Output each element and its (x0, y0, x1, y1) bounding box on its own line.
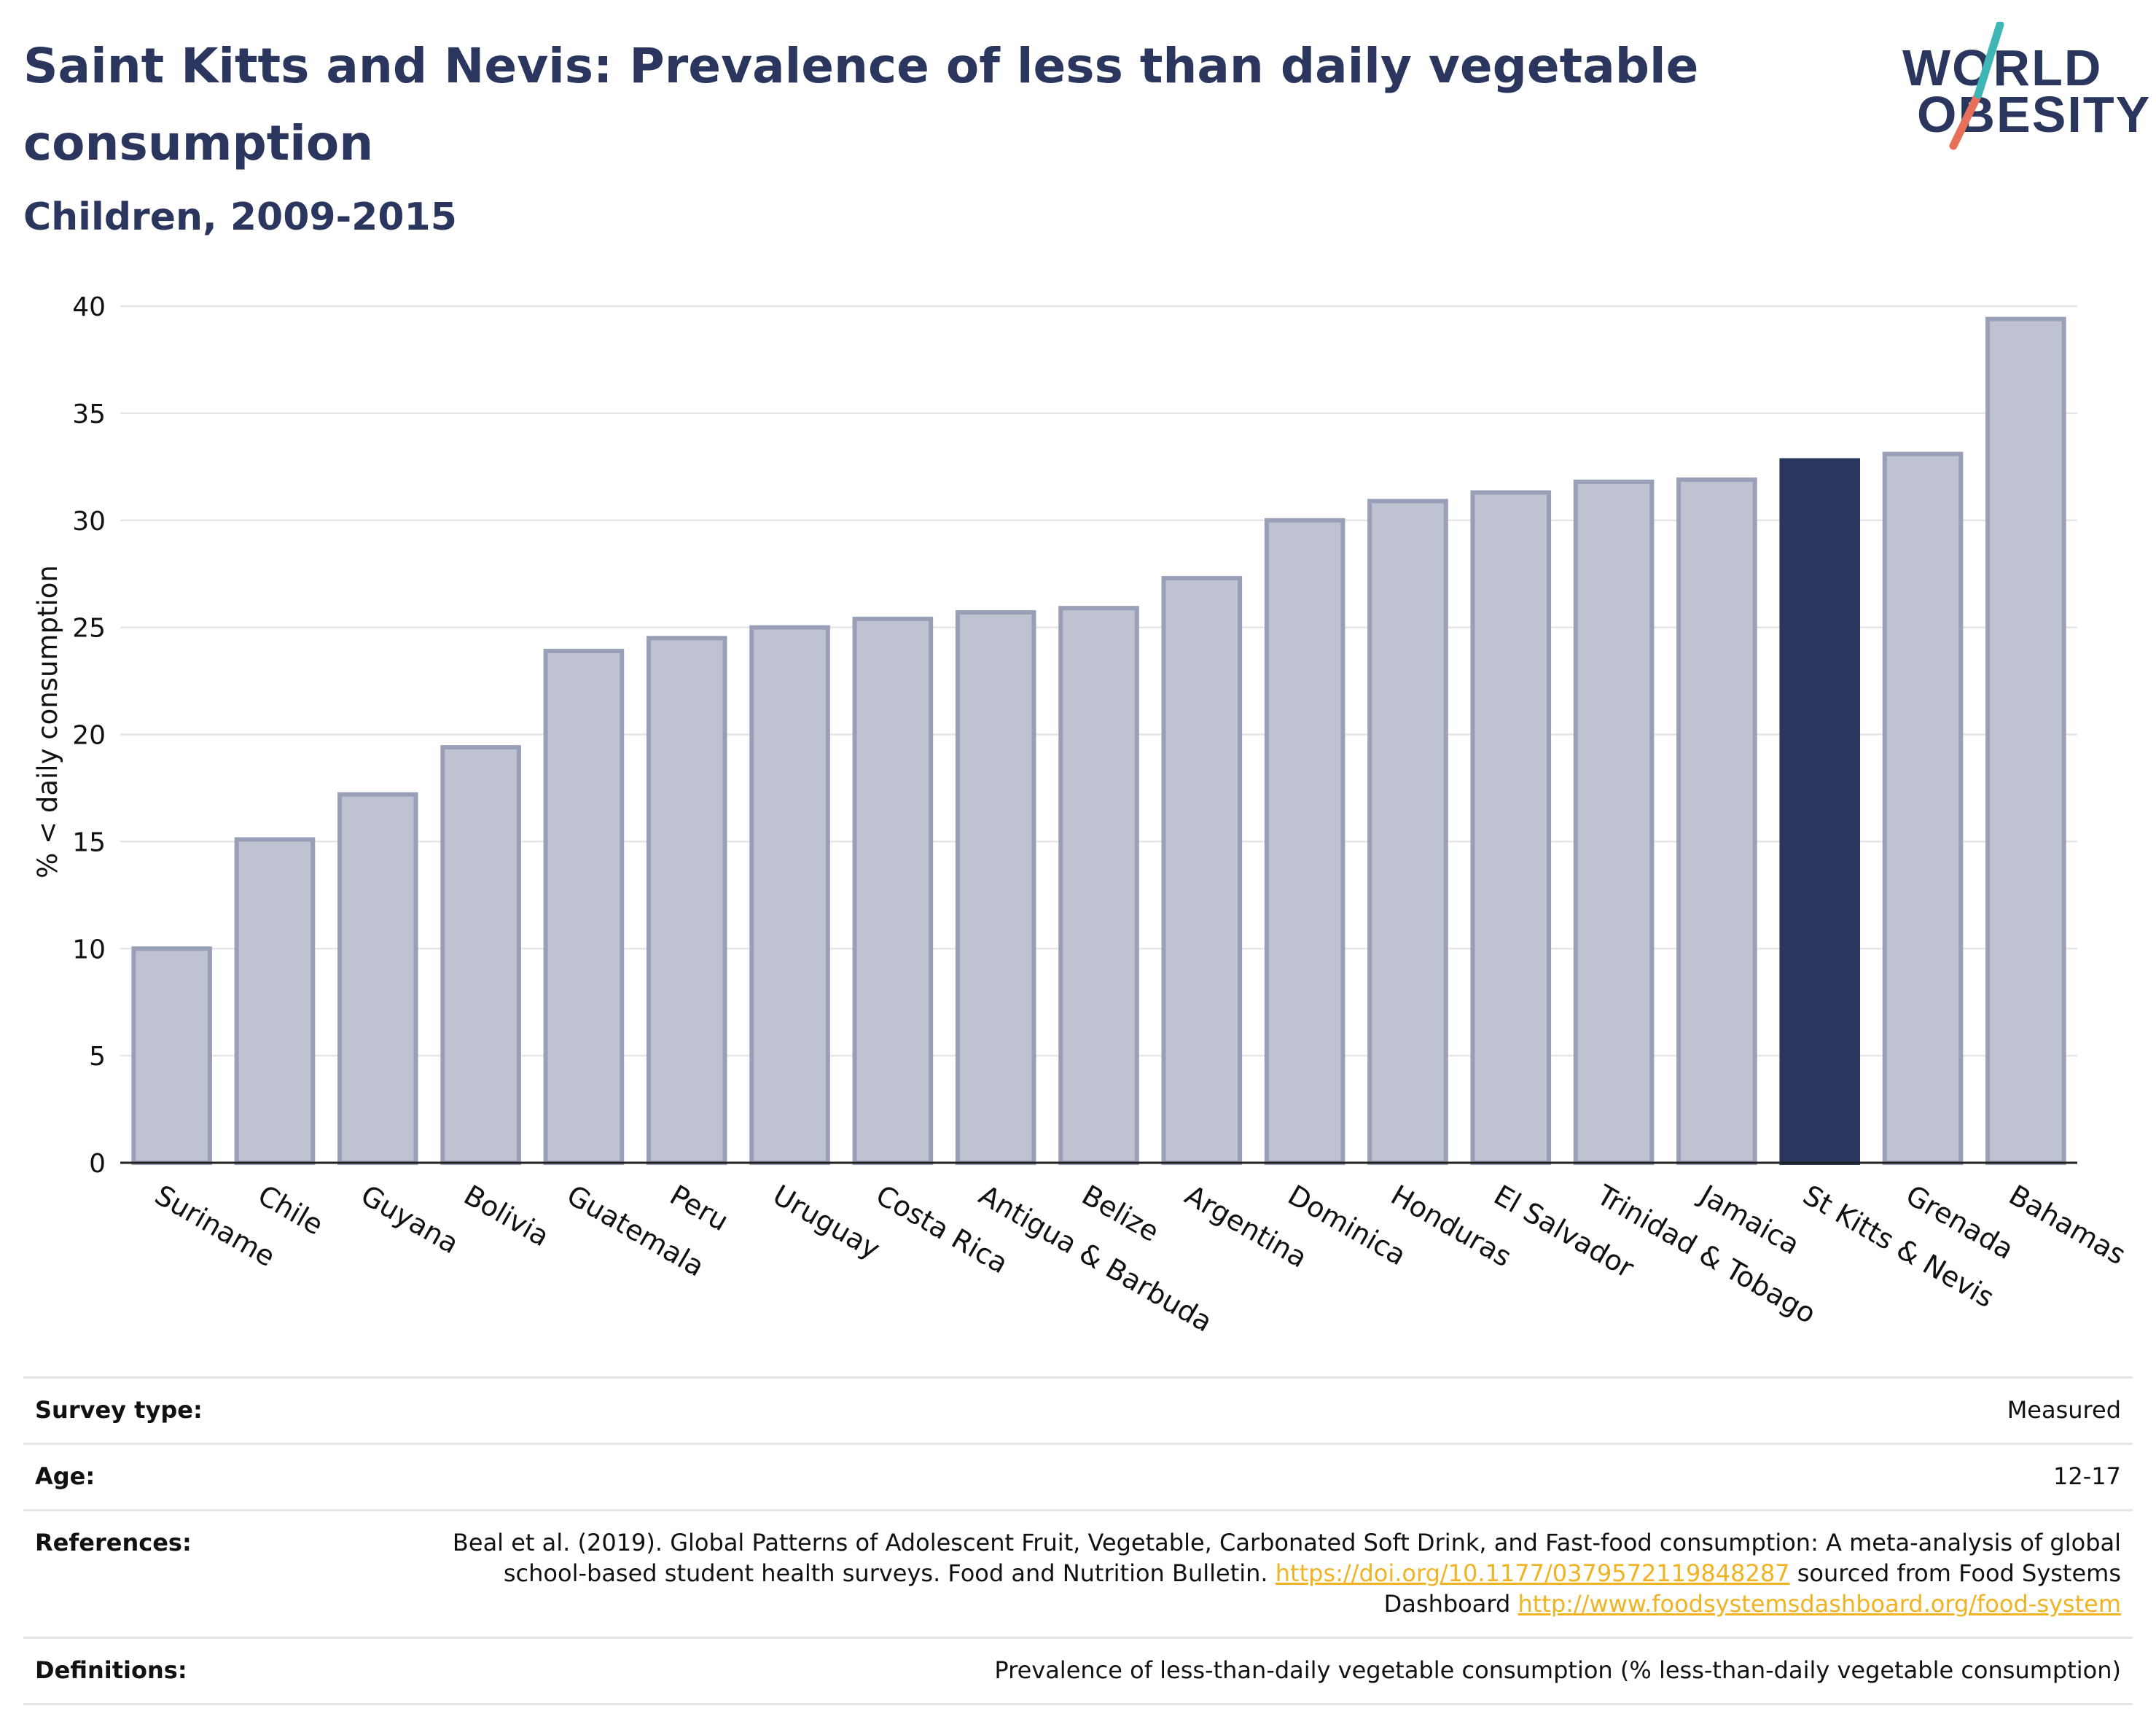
references-text-2: sourced from Food Systems Dashboard (1383, 1559, 2121, 1618)
bar (1573, 479, 1655, 1165)
bar (234, 837, 316, 1165)
definitions-row: Definitions: Prevalence of less-than-dai… (23, 1637, 2133, 1705)
survey-type-row: Survey type: Measured (23, 1376, 2133, 1443)
y-tick-label: 30 (72, 507, 106, 537)
y-tick-label: 0 (89, 1149, 106, 1179)
x-tick-label: St Kitts & Nevis (1797, 1179, 1999, 1314)
bars (131, 316, 2066, 1165)
chart-subtitle: Children, 2009-2015 (23, 195, 457, 239)
age-row: Age: 12-17 (23, 1443, 2133, 1509)
y-tick-label: 15 (72, 827, 106, 857)
doi-link[interactable]: https://doi.org/10.1177/0379572119848287 (1275, 1559, 1790, 1587)
y-axis-label: % < daily consumption (32, 565, 63, 878)
bar (749, 625, 830, 1165)
references-row: References: Beal et al. (2019). Global P… (23, 1509, 2133, 1637)
bar (852, 616, 934, 1165)
bar (131, 946, 212, 1165)
age-label: Age: (35, 1462, 95, 1490)
bar (955, 610, 1036, 1165)
x-tick-label: Bolivia (458, 1179, 555, 1252)
food-systems-link[interactable]: http://www.foodsystemsdashboard.org/food… (1518, 1590, 2121, 1618)
bar (1367, 499, 1448, 1165)
bar (337, 792, 418, 1165)
chart-title: Saint Kitts and Nevis: Prevalence of les… (23, 38, 1699, 171)
bar (1676, 477, 1757, 1165)
bar-highlighted (1779, 458, 1860, 1165)
bar (543, 648, 625, 1165)
metadata-table: Survey type: Measured Age: 12-17 Referen… (23, 1376, 2133, 1705)
age-value: 12-17 (2053, 1462, 2121, 1490)
references-value: Beal et al. (2019). Global Patterns of A… (372, 1527, 2121, 1619)
bar (1882, 451, 1964, 1165)
bar (646, 636, 727, 1165)
logo-line1: WORLD (1902, 39, 2103, 96)
definitions-label: Definitions: (35, 1656, 187, 1684)
bar (1058, 606, 1139, 1165)
y-tick-label: 25 (72, 614, 106, 644)
bar (1264, 518, 1345, 1165)
bar (1161, 576, 1243, 1165)
y-tick-label: 40 (72, 292, 106, 322)
logo-line2: OBESITY (1917, 86, 2152, 143)
bar (1985, 316, 2066, 1165)
x-tick-label: Guyana (356, 1179, 464, 1260)
y-tick-label: 5 (89, 1042, 106, 1072)
survey-type-label: Survey type: (35, 1396, 203, 1424)
x-tick-label: Bahamas (2004, 1179, 2131, 1271)
x-tick-label: Peru (665, 1179, 734, 1237)
references-label: References: (35, 1529, 192, 1556)
y-tick-label: 20 (72, 721, 106, 751)
y-tick-label: 35 (72, 399, 106, 429)
world-obesity-logo: WORLD OBESITY (1902, 22, 2149, 153)
y-tick-label: 10 (72, 935, 106, 964)
bar (1470, 490, 1552, 1165)
bar (440, 745, 521, 1165)
logo-slash-icon (1949, 22, 2004, 150)
references-text-1: Beal et al. (2019). Global Patterns of A… (452, 1529, 2121, 1587)
x-tick-label: Uruguay (768, 1179, 886, 1266)
x-tick-label: Chile (252, 1179, 328, 1242)
survey-type-value: Measured (2007, 1396, 2121, 1424)
definitions-value: Prevalence of less-than-daily vegetable … (994, 1656, 2121, 1684)
